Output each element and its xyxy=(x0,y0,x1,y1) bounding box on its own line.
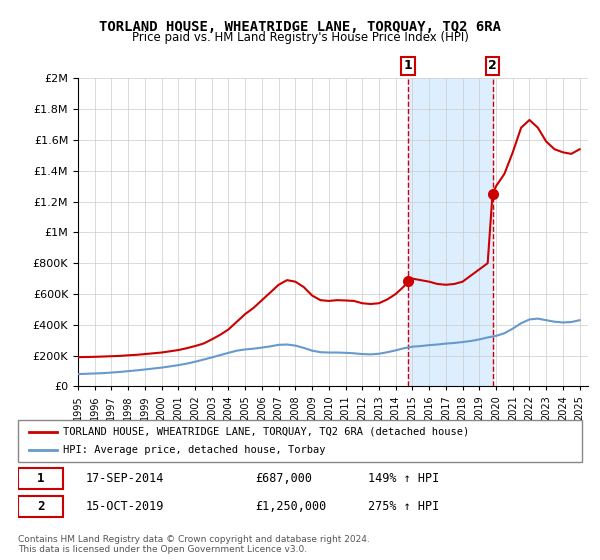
Bar xyxy=(408,78,493,386)
FancyBboxPatch shape xyxy=(18,468,63,489)
Text: £687,000: £687,000 xyxy=(255,472,312,486)
Text: 1: 1 xyxy=(403,59,412,72)
Text: £1,250,000: £1,250,000 xyxy=(255,500,326,514)
FancyBboxPatch shape xyxy=(18,420,582,462)
Text: Price paid vs. HM Land Registry's House Price Index (HPI): Price paid vs. HM Land Registry's House … xyxy=(131,31,469,44)
Text: Contains HM Land Registry data © Crown copyright and database right 2024.
This d: Contains HM Land Registry data © Crown c… xyxy=(18,535,370,554)
Text: 1: 1 xyxy=(37,472,44,486)
Text: 17-SEP-2014: 17-SEP-2014 xyxy=(86,472,164,486)
Text: 149% ↑ HPI: 149% ↑ HPI xyxy=(368,472,439,486)
Text: 275% ↑ HPI: 275% ↑ HPI xyxy=(368,500,439,514)
Text: TORLAND HOUSE, WHEATRIDGE LANE, TORQUAY, TQ2 6RA: TORLAND HOUSE, WHEATRIDGE LANE, TORQUAY,… xyxy=(99,20,501,34)
Text: 15-OCT-2019: 15-OCT-2019 xyxy=(86,500,164,514)
Text: TORLAND HOUSE, WHEATRIDGE LANE, TORQUAY, TQ2 6RA (detached house): TORLAND HOUSE, WHEATRIDGE LANE, TORQUAY,… xyxy=(63,427,469,437)
Text: HPI: Average price, detached house, Torbay: HPI: Average price, detached house, Torb… xyxy=(63,445,326,455)
Text: 2: 2 xyxy=(488,59,497,72)
Text: 2: 2 xyxy=(37,500,44,514)
FancyBboxPatch shape xyxy=(18,496,63,517)
